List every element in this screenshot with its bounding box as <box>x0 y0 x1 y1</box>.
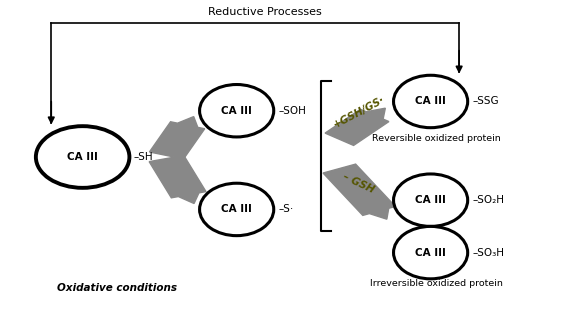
Ellipse shape <box>393 75 468 128</box>
Text: –S·: –S· <box>278 204 294 214</box>
Text: –SH: –SH <box>134 152 154 162</box>
Text: CA III: CA III <box>415 96 446 106</box>
FancyArrow shape <box>325 108 389 145</box>
Ellipse shape <box>393 226 468 279</box>
Text: –SO₂H: –SO₂H <box>472 195 504 205</box>
FancyArrow shape <box>149 155 206 203</box>
Text: CA III: CA III <box>415 195 446 205</box>
Ellipse shape <box>36 126 130 188</box>
Text: CA III: CA III <box>415 248 446 257</box>
FancyArrow shape <box>149 116 204 159</box>
Text: Reductive Processes: Reductive Processes <box>209 7 322 17</box>
Text: CA III: CA III <box>67 152 98 162</box>
Text: Reversible oxidized protein: Reversible oxidized protein <box>372 134 501 143</box>
Text: –SO₃H: –SO₃H <box>472 248 504 257</box>
Text: –SOH: –SOH <box>278 106 306 116</box>
Text: Oxidative conditions: Oxidative conditions <box>57 283 177 293</box>
Text: CA III: CA III <box>221 106 252 116</box>
Text: +GSH/GS·: +GSH/GS· <box>332 95 387 130</box>
Text: CA III: CA III <box>221 204 252 214</box>
FancyArrow shape <box>323 164 395 219</box>
Text: –SSG: –SSG <box>472 96 499 106</box>
Text: Irreversible oxidized protein: Irreversible oxidized protein <box>370 279 503 288</box>
Text: – GSH: – GSH <box>341 172 376 195</box>
Ellipse shape <box>199 84 274 137</box>
Ellipse shape <box>393 174 468 226</box>
Ellipse shape <box>199 183 274 236</box>
